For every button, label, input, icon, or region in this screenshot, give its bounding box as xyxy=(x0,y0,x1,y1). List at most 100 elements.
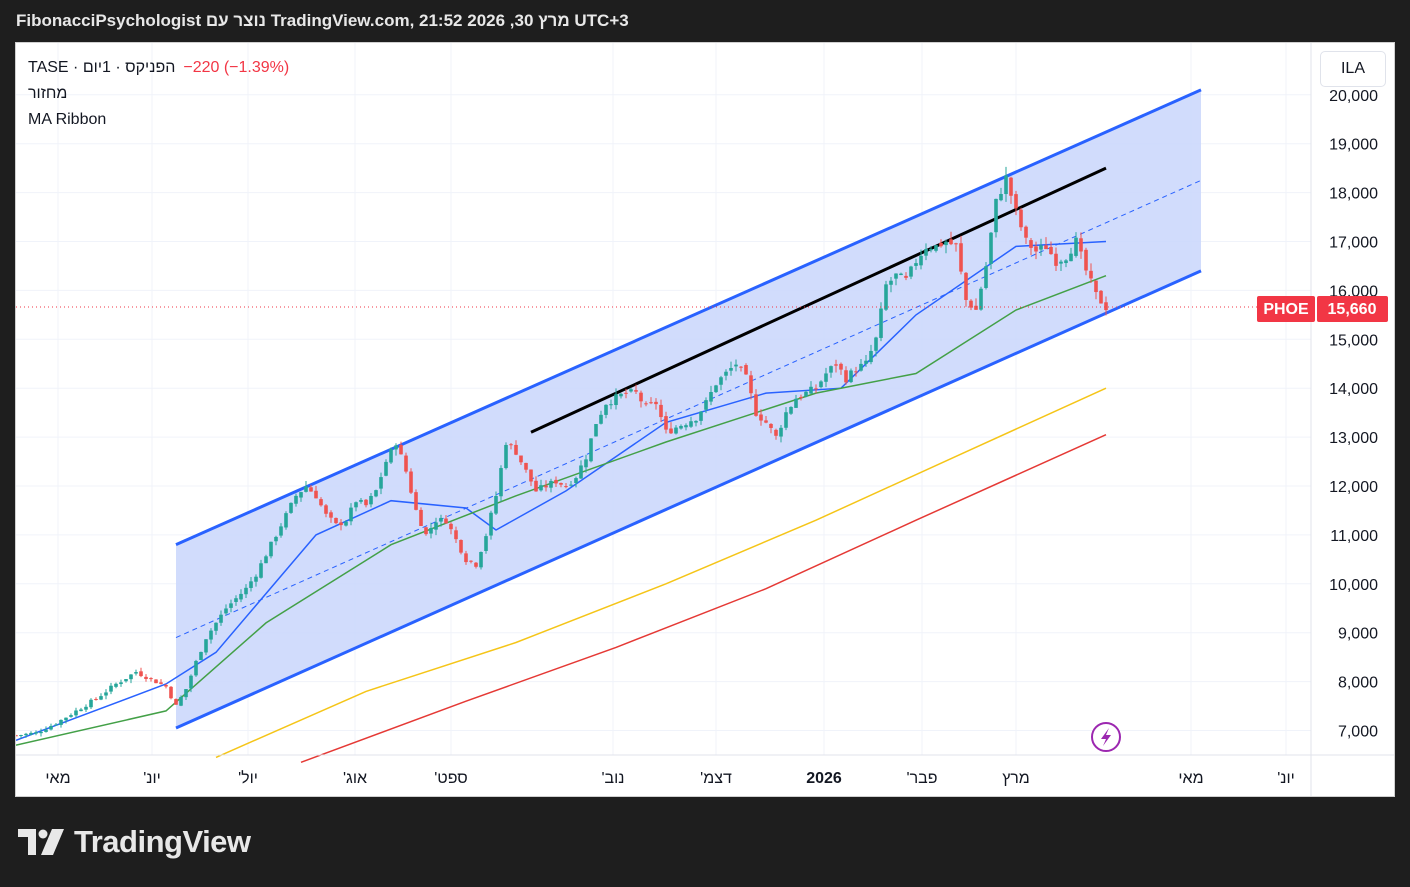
candle xyxy=(364,499,368,508)
chart-frame[interactable]: 7,000 8,000 9,000 10,000 11,000 12,000 13,000 1… xyxy=(15,42,1395,797)
candle-body xyxy=(1069,253,1073,262)
candle xyxy=(679,424,683,430)
x-tick-label: מאי xyxy=(45,770,70,787)
candle-body xyxy=(614,394,618,406)
candle xyxy=(574,476,578,488)
candle-body xyxy=(1024,226,1028,238)
candle-body xyxy=(519,455,523,463)
candle xyxy=(549,478,553,493)
candles xyxy=(16,166,1108,739)
candle-body xyxy=(609,404,613,406)
candle-body xyxy=(559,482,563,485)
candle-body xyxy=(1009,177,1013,196)
candle xyxy=(204,639,208,656)
x-tick-label: 2026 xyxy=(806,770,842,787)
candle xyxy=(114,682,118,689)
black-trendline xyxy=(530,166,1107,434)
candle xyxy=(454,526,458,543)
candle xyxy=(1084,247,1088,276)
channel-upper xyxy=(175,88,1202,547)
symbol-line: הפניקס · 1יום · TASE xyxy=(28,59,176,76)
candle-body xyxy=(129,674,133,680)
flash-icon[interactable] xyxy=(1091,722,1121,752)
candle-body xyxy=(379,477,383,489)
candle xyxy=(804,390,808,398)
candle-body xyxy=(754,394,758,416)
candle-body xyxy=(104,692,108,696)
candle xyxy=(279,523,283,538)
candle-body xyxy=(109,685,113,692)
candle xyxy=(894,273,898,286)
candle-body xyxy=(44,729,48,732)
candle-body xyxy=(1089,270,1093,279)
candle-body xyxy=(989,232,993,264)
candle-body xyxy=(714,385,718,393)
candle xyxy=(609,399,613,410)
candle xyxy=(769,423,773,434)
candle xyxy=(614,388,618,410)
candle xyxy=(509,442,513,450)
candle-body xyxy=(829,366,833,373)
candle-body xyxy=(229,603,233,608)
candle-body xyxy=(279,526,283,536)
candle xyxy=(889,277,893,293)
candle xyxy=(1089,263,1093,283)
symbol-row[interactable]: הפניקס · 1יום · TASE −220 (−1.39%) xyxy=(28,55,289,81)
candle-body xyxy=(969,300,973,308)
candle-body xyxy=(324,505,328,514)
candle xyxy=(899,272,903,276)
y-tick-label: 15,000 xyxy=(1329,332,1378,349)
candle xyxy=(1009,176,1013,204)
candle xyxy=(429,522,433,539)
candle xyxy=(164,683,168,689)
candle xyxy=(529,469,533,487)
candle xyxy=(284,511,288,530)
candle-body xyxy=(1044,245,1048,250)
candle-body xyxy=(894,273,898,279)
candle xyxy=(254,574,258,587)
candle-body xyxy=(84,706,88,710)
candle xyxy=(344,519,348,527)
candle-body xyxy=(269,541,273,557)
candle-body xyxy=(639,392,643,402)
candle-body xyxy=(204,639,208,653)
indicator-ma-ribbon[interactable]: MA Ribbon xyxy=(28,111,107,128)
candle-body xyxy=(729,368,733,371)
candle-body xyxy=(119,682,123,685)
candle-body xyxy=(164,684,168,687)
candle-body xyxy=(1014,194,1018,209)
candle-body xyxy=(739,366,743,368)
candle-body xyxy=(604,404,608,415)
candle-body xyxy=(919,255,923,266)
ma-ribbon-lines xyxy=(16,240,1107,764)
indicator-volume[interactable]: מחזור xyxy=(28,85,68,102)
candle xyxy=(184,689,188,701)
candle xyxy=(989,231,993,270)
candle xyxy=(884,280,888,312)
candle xyxy=(369,492,373,508)
candle xyxy=(1049,241,1053,255)
candle xyxy=(824,367,828,388)
candle-body xyxy=(859,363,863,371)
candle-body xyxy=(1104,302,1108,311)
candle xyxy=(714,384,718,393)
candle-body xyxy=(719,377,723,385)
channel-mid xyxy=(175,179,1202,639)
candle-body xyxy=(234,598,238,602)
price-chart[interactable]: 7,000 8,000 9,000 10,000 11,000 12,000 13,000 1… xyxy=(16,43,1394,796)
candle xyxy=(159,679,163,685)
candle xyxy=(754,389,758,417)
candle xyxy=(634,384,638,394)
y-tick-label: 10,000 xyxy=(1329,577,1378,594)
currency-button[interactable]: ILA xyxy=(1320,51,1386,87)
candle xyxy=(834,359,838,373)
candle-body xyxy=(904,275,908,278)
candle xyxy=(269,541,273,559)
candle xyxy=(409,468,413,494)
candle-body xyxy=(709,392,713,402)
candle xyxy=(799,394,803,401)
candle xyxy=(929,245,933,253)
candle xyxy=(404,452,408,474)
y-tick-label: 11,000 xyxy=(1330,528,1378,545)
candle xyxy=(424,526,428,536)
